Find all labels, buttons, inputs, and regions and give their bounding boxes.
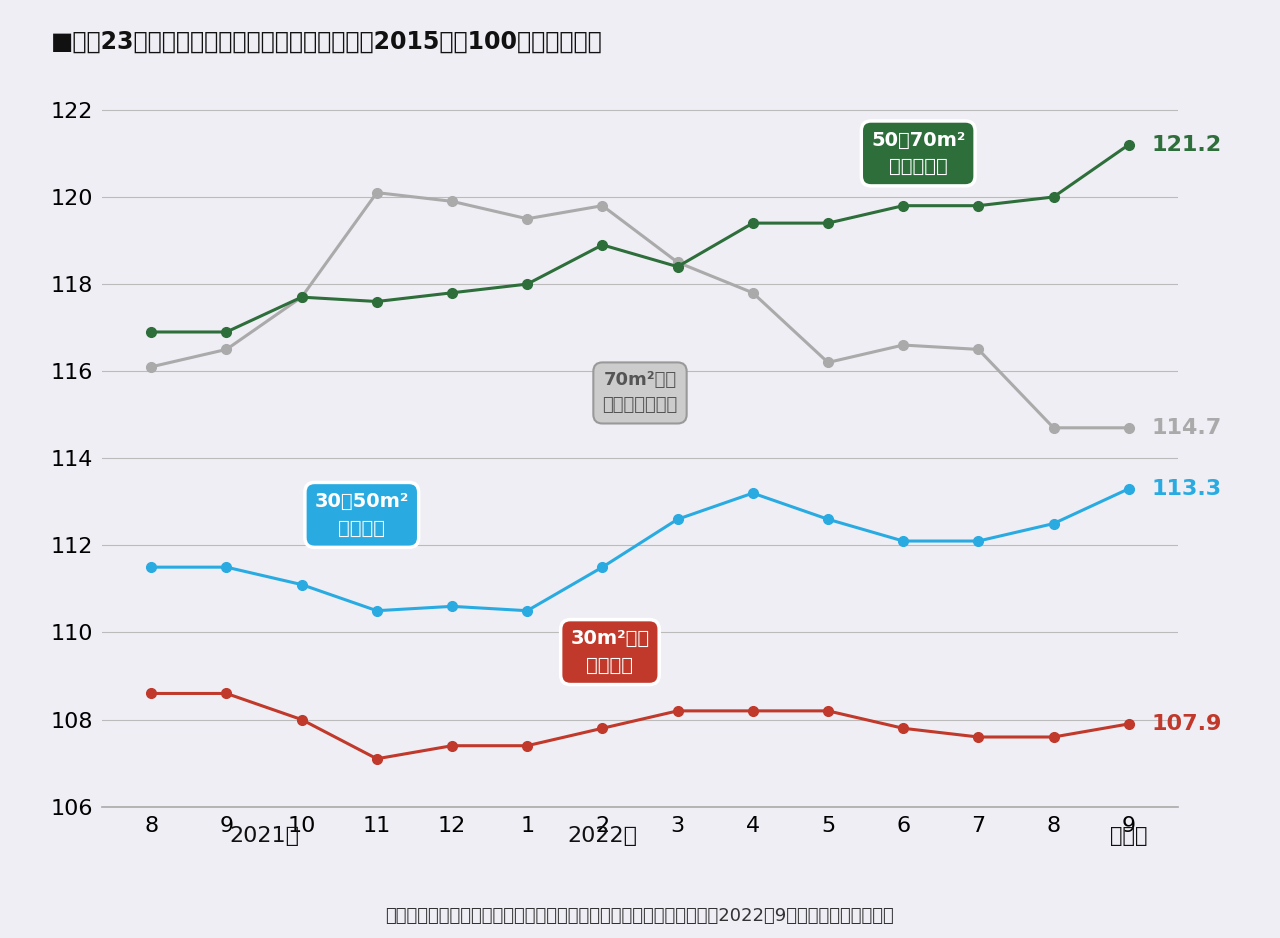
Text: 113.3: 113.3 <box>1151 478 1221 499</box>
Text: 121.2: 121.2 <box>1151 135 1221 155</box>
Text: 出典：全国主要都市の「貼貸マンション・アパート」募集家賌動向（2022年9月）アットホーム調べ: 出典：全国主要都市の「貼貸マンション・アパート」募集家賌動向（2022年9月）ア… <box>385 907 895 925</box>
Text: 50～70m²
ファミリー: 50～70m² ファミリー <box>870 130 965 176</box>
Text: 2021年: 2021年 <box>229 826 300 846</box>
Text: 30～50m²
カップル: 30～50m² カップル <box>315 492 410 537</box>
Text: ■東京23区－マンション平均家賌指数の推移（2015年＝100としたもの）: ■東京23区－マンション平均家賌指数の推移（2015年＝100としたもの） <box>51 30 603 54</box>
Text: 114.7: 114.7 <box>1151 417 1221 438</box>
Text: 30m²未満
シングル: 30m²未満 シングル <box>571 629 649 674</box>
Text: （月）: （月） <box>1110 826 1147 846</box>
Text: 107.9: 107.9 <box>1151 714 1221 734</box>
Text: 70m²以上
大型ファミリー: 70m²以上 大型ファミリー <box>603 371 677 415</box>
Text: 2022年: 2022年 <box>567 826 637 846</box>
